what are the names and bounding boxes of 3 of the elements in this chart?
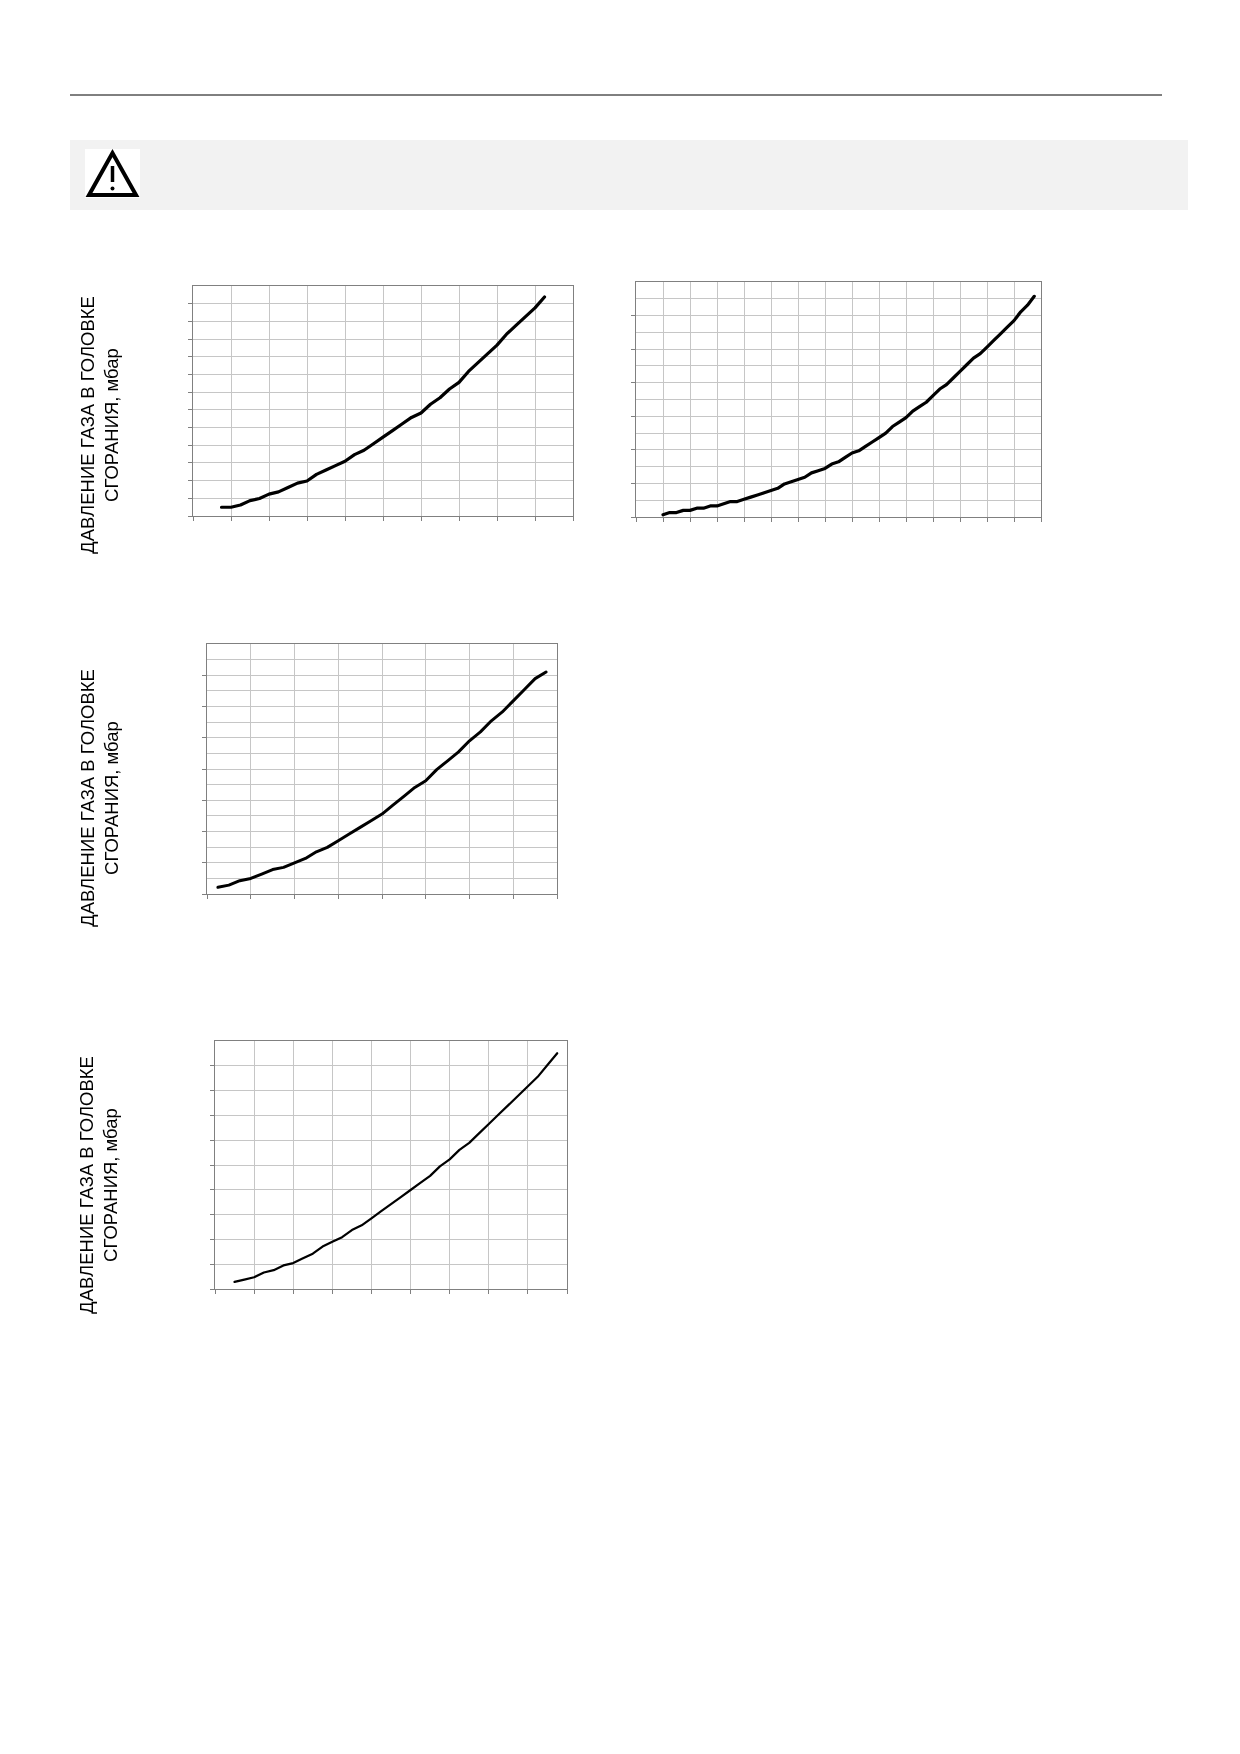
y-axis-title: ДАВЛЕНИЕ ГАЗА В ГОЛОВКЕ СГОРАНИЯ, мбар: [76, 669, 123, 927]
y-axis-title: ДАВЛЕНИЕ ГАЗА В ГОЛОВКЕ СГОРАНИЯ, мбар: [76, 296, 123, 554]
y-axis-title: ДАВЛЕНИЕ ГАЗА В ГОЛОВКЕ СГОРАНИЯ, мбар: [75, 1056, 122, 1314]
